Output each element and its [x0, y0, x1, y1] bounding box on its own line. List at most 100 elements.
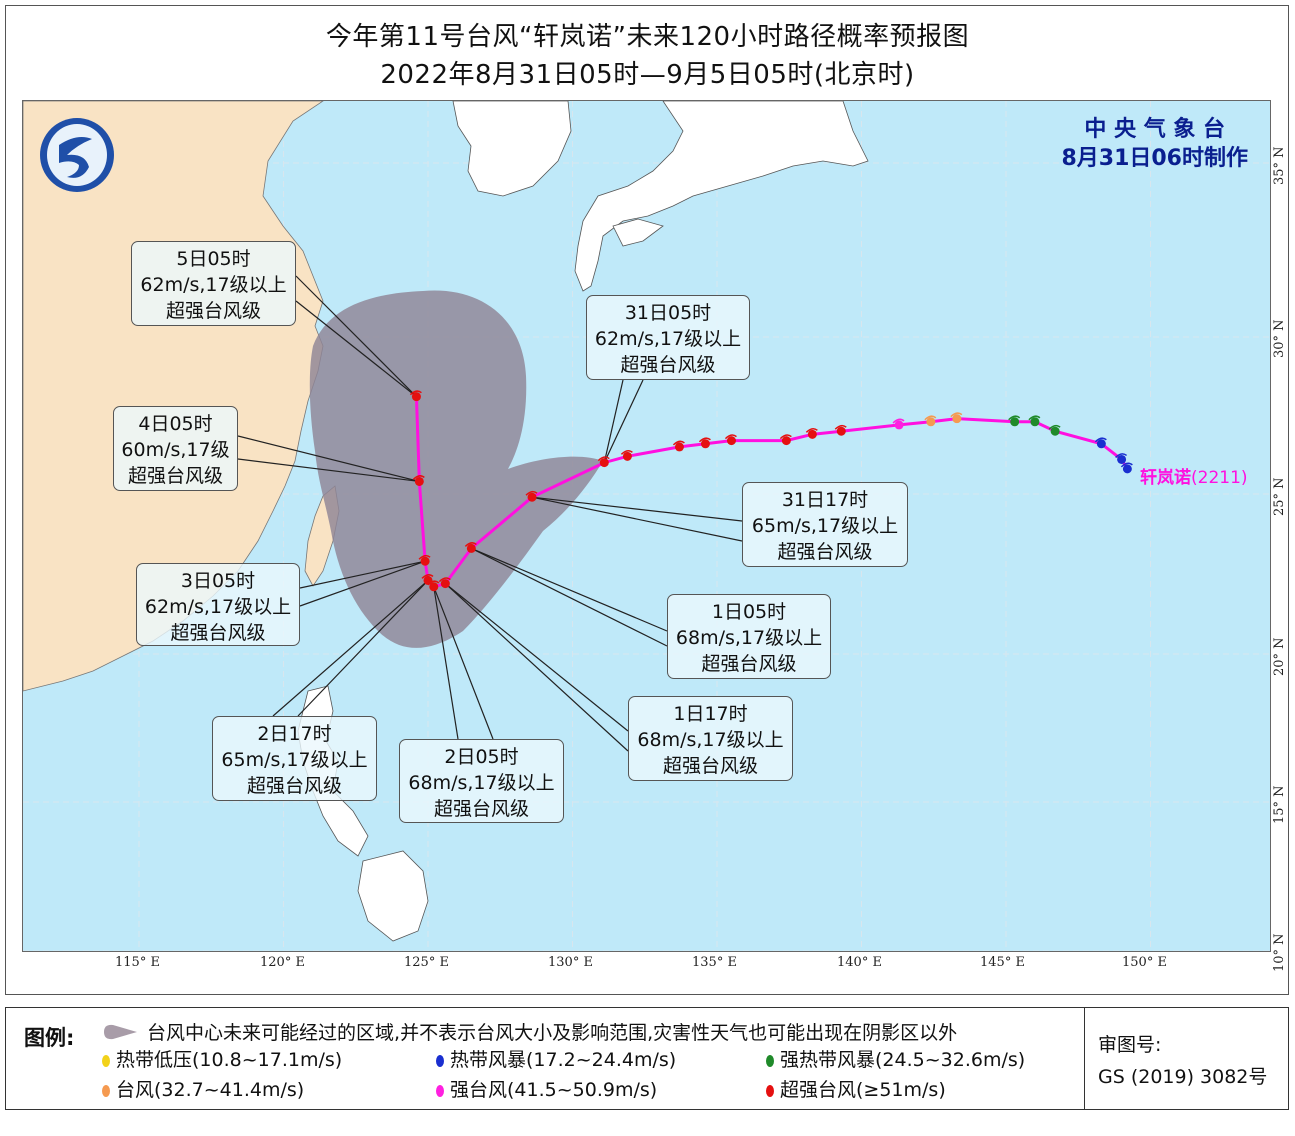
track-point-super_typhoon [724, 434, 737, 446]
severe-tropical-storm-icon [766, 1055, 774, 1067]
forecast-wind: 60m/s,17级 [121, 439, 230, 461]
forecast-time: 31日05时 [624, 302, 712, 324]
forecast-grade: 超强台风级 [165, 300, 261, 322]
graticule [23, 101, 1270, 951]
lon-label: 145° E [980, 955, 1025, 970]
typhoon-symbol-arm [1028, 415, 1041, 421]
land-korea [452, 101, 572, 197]
track-point-typhoon [950, 412, 963, 424]
legend-item-text: 强热带风暴(24.5~32.6m/s) [780, 1049, 1026, 1071]
lat-label: 25° N [1272, 477, 1287, 516]
typhoon-symbol-icon [700, 439, 710, 449]
typhoon-symbol-icon [1122, 464, 1132, 474]
typhoon-symbol-icon [420, 556, 430, 566]
typhoon-symbol-arm [779, 434, 792, 440]
typhoon-symbol-arm [1115, 453, 1128, 459]
typhoon-name: 轩岚诺 [1140, 468, 1191, 488]
legend-item-text: 热带风暴(17.2~24.4m/s) [450, 1049, 677, 1071]
leader-line [444, 583, 629, 752]
leader-line [603, 379, 624, 463]
typhoon-code: (2211) [1191, 468, 1248, 488]
leader-line [295, 275, 417, 398]
track-point-super_typhoon [418, 554, 431, 566]
cma-logo-icon [40, 118, 114, 192]
map-area: 中 央 气 象 台 8月31日06时制作 轩岚诺(2211) 31日05时 62m… [22, 100, 1271, 952]
forecast-time: 5日05时 [176, 248, 251, 270]
legend-item-td: 热带低压(10.8~17.1m/s) [102, 1045, 342, 1072]
map-frame [5, 5, 1289, 995]
legend-item-superty: 超强台风(≥51m/s) [766, 1075, 946, 1102]
typhoon-symbol-arm [1120, 462, 1133, 468]
legend-item-text: 热带低压(10.8~17.1m/s) [116, 1049, 343, 1071]
typhoon-symbol-icon [807, 429, 817, 439]
track-point-super_typhoon [427, 580, 440, 592]
land-japan [574, 101, 869, 292]
track-point-super_typhoon [834, 424, 847, 436]
lon-label: 125° E [404, 955, 449, 970]
forecast-box-4d05: 4日05时 60m/s,17级 超强台风级 [113, 406, 238, 491]
forecast-grade: 超强台风级 [433, 798, 529, 820]
track-point-super_typhoon [698, 437, 711, 449]
typhoon-symbol-arm [418, 554, 431, 560]
typhoon-symbol-icon [440, 579, 450, 589]
land-philippines-south [357, 850, 429, 942]
forecast-time: 4日05时 [138, 413, 213, 435]
track-point-severe_typhoon [892, 418, 905, 430]
legend-cone-item: 台风中心未来可能经过的区域,并不表示台风大小及影响范围,灾害性天气也可能出现在阴… [101, 1018, 957, 1045]
track-point-super_typhoon [412, 475, 425, 486]
typhoon-symbol-icon [414, 476, 424, 486]
typhoon-symbol-arm [698, 437, 711, 443]
forecast-box-31d05: 31日05时 62m/s,17级以上 超强台风级 [586, 295, 750, 380]
leader-line [603, 379, 644, 463]
forecast-box-2d05: 2日05时 68m/s,17级以上 超强台风级 [399, 739, 564, 823]
typhoon-symbol-arm [724, 434, 737, 440]
typhoon-icon [102, 1085, 110, 1097]
lon-label: 115° E [115, 955, 160, 970]
forecast-grade: 超强台风级 [662, 755, 758, 777]
legend-item-ty: 台风(32.7~41.4m/s) [102, 1075, 304, 1102]
forecast-wind: 68m/s,17级以上 [675, 627, 823, 649]
track-point-super_typhoon [597, 456, 610, 468]
map-subtitle: 2022年8月31日05时—9月5日05时(北京时) [380, 60, 915, 90]
tropical-storm-icon [436, 1055, 444, 1067]
legend-divider [1084, 1008, 1085, 1109]
typhoon-symbol-arm [1008, 415, 1021, 421]
typhoon-symbol-arm [438, 577, 451, 583]
leader-line [272, 579, 429, 717]
lon-label: 130° E [548, 955, 593, 970]
lon-label: 120° E [260, 955, 305, 970]
lat-label: 35° N [1272, 146, 1287, 185]
land-kyushu-shikoku [612, 218, 664, 247]
lat-label: 30° N [1272, 319, 1287, 358]
lon-label: 140° E [837, 955, 882, 970]
leader-line [433, 586, 459, 740]
typhoon-symbol-arm [950, 412, 963, 418]
track-point-severe_tropical_storm [1008, 415, 1021, 427]
legend-item-text: 强台风(41.5~50.9m/s) [450, 1079, 658, 1101]
track-point-typhoon [924, 415, 937, 427]
forecast-wind: 68m/s,17级以上 [637, 729, 784, 751]
forecast-time: 2日17时 [257, 723, 332, 745]
agency-name: 中 央 气 象 台 [1084, 117, 1226, 142]
typhoon-symbol-icon [836, 426, 846, 436]
forecast-grade: 超强台风级 [170, 622, 266, 644]
typhoon-symbol-icon [952, 414, 962, 424]
leader-line [237, 458, 420, 483]
typhoon-symbol-arm [805, 427, 818, 433]
typhoon-symbol-icon [781, 436, 791, 446]
map-canvas [23, 101, 1270, 951]
typhoon-symbol-arm [834, 424, 847, 430]
track-point-super_typhoon [779, 434, 792, 446]
legend: 图例: 台风中心未来可能经过的区域,并不表示台风大小及影响范围,灾害性天气也可能… [5, 1007, 1289, 1110]
track-point-super_typhoon [525, 490, 538, 502]
forecast-time: 1日05时 [711, 601, 787, 623]
forecast-box-1d05: 1日05时 68m/s,17级以上 超强台风级 [667, 594, 831, 679]
track-point-super_typhoon [438, 577, 451, 589]
legend-item-sty: 强台风(41.5~50.9m/s) [436, 1075, 657, 1102]
typhoon-symbol-arm [464, 542, 477, 547]
forecast-box-31d17: 31日17时 65m/s,17级以上 超强台风级 [742, 482, 908, 567]
leader-line [444, 583, 629, 732]
leader-line [299, 560, 426, 589]
forecast-box-2d17: 2日17时 65m/s,17级以上 超强台风级 [212, 716, 377, 801]
